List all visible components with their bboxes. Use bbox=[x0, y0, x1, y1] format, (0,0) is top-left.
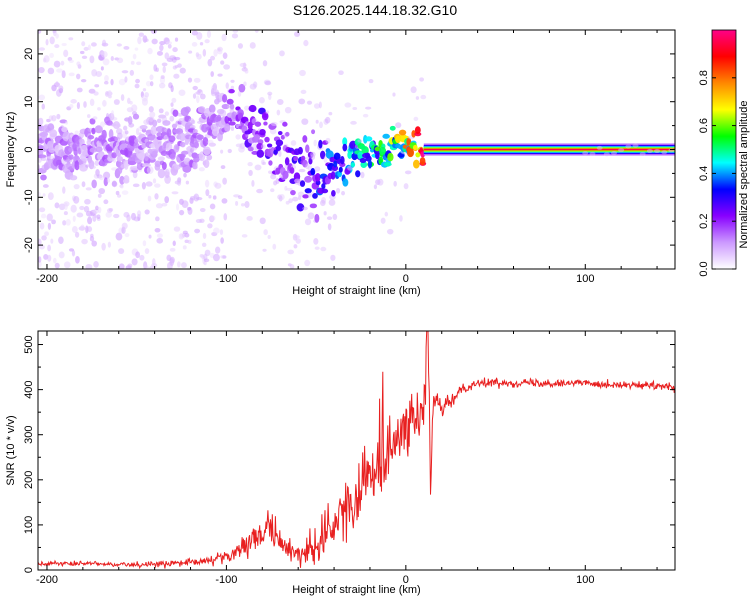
y-tick-label: 10 bbox=[23, 96, 35, 108]
colorbar-ticks: 0.0 0.2 0.4 0.6 0.8 bbox=[698, 70, 736, 277]
colorbar-tick-label: 0.0 bbox=[698, 261, 710, 276]
y-tick-label: -10 bbox=[23, 189, 35, 205]
y-tick-label: 500 bbox=[23, 335, 35, 353]
snr-series-line bbox=[38, 331, 675, 570]
x-tick-label: 100 bbox=[576, 273, 594, 285]
x-tick-label: 0 bbox=[403, 273, 409, 285]
y-tick-label: 0 bbox=[23, 567, 35, 573]
x-tick-label: -100 bbox=[215, 273, 237, 285]
snr-panel: -200 -100 0 100 0 100 200 300 400 500 Height of … bbox=[5, 330, 676, 596]
x-tick-label: -200 bbox=[36, 273, 58, 285]
colorbar-gradient bbox=[711, 29, 737, 270]
x-tick-label: 0 bbox=[403, 574, 409, 586]
snr-x-axis-label: Height of straight line (km) bbox=[292, 584, 420, 596]
chart-title: S126.2025.144.18.32.G10 bbox=[292, 2, 458, 18]
spectrogram-cells bbox=[38, 30, 675, 269]
y-tick-label: 400 bbox=[23, 380, 35, 398]
spectrogram-x-axis-label: Height of straight line (km) bbox=[292, 285, 420, 297]
colorbar-label: Normalized spectral amplitude bbox=[738, 101, 750, 249]
colorbar-tick-label: 0.8 bbox=[698, 70, 710, 85]
y-tick-label: 20 bbox=[23, 48, 35, 60]
y-tick-label: 200 bbox=[23, 471, 35, 489]
spectrogram-y-ticks: -20 -10 0 10 20 bbox=[23, 29, 675, 270]
colorbar-tick-label: 0.2 bbox=[698, 214, 710, 229]
colorbar: 0.0 0.2 0.4 0.6 0.8 Normalized spectral ampl… bbox=[698, 29, 750, 277]
spectrogram-x-ticks: -200 -100 0 100 bbox=[36, 30, 658, 285]
y-tick-label: 100 bbox=[23, 516, 35, 534]
y-tick-label: -20 bbox=[23, 237, 35, 253]
colorbar-tick-label: 0.6 bbox=[698, 118, 710, 133]
x-tick-label: 100 bbox=[576, 574, 594, 586]
snr-x-ticks: -200 -100 0 100 bbox=[36, 331, 658, 586]
snr-y-axis-label: SNR (10 * v/v) bbox=[5, 415, 17, 485]
snr-frame bbox=[37, 330, 676, 571]
x-tick-label: -200 bbox=[36, 574, 58, 586]
snr-y-ticks: 0 100 200 300 400 500 bbox=[23, 335, 675, 573]
colorbar-tick-label: 0.4 bbox=[698, 166, 710, 181]
y-tick-label: 0 bbox=[23, 146, 35, 152]
spectrogram-y-axis-label: Frequency (Hz) bbox=[5, 112, 17, 188]
x-tick-label: -100 bbox=[215, 574, 237, 586]
y-tick-label: 300 bbox=[23, 426, 35, 444]
